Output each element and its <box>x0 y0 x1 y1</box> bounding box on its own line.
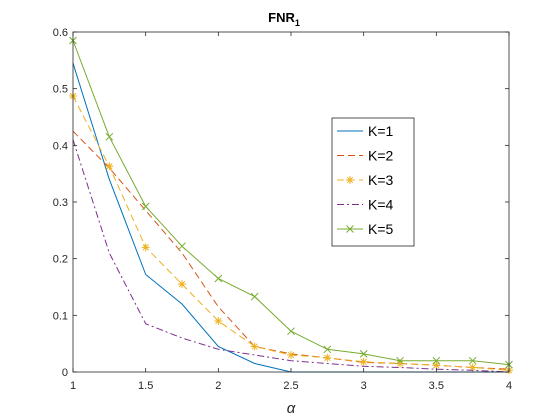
chart-title-subscript: 1 <box>295 18 300 28</box>
legend: K=1 K=2 K=3 K=4 K=5 <box>331 117 415 247</box>
legend-label-k1: K=1 <box>368 123 394 139</box>
series-k5 <box>69 36 513 369</box>
series-k4 <box>72 139 510 373</box>
data-point-k3 <box>396 359 404 368</box>
y-tick-label: 0.4 <box>53 140 68 152</box>
legend-item-k1: K=1 <box>337 123 394 139</box>
x-tick-label: 1.5 <box>138 380 153 392</box>
x-tick-label: 1 <box>70 380 76 392</box>
data-point-k3 <box>105 162 114 171</box>
data-point-k3 <box>323 353 332 362</box>
data-point-k5 <box>141 202 150 211</box>
chart-title: FNR1 <box>268 10 300 28</box>
legend-label-k5: K=5 <box>368 221 394 237</box>
legend-label-k3: K=3 <box>368 172 394 188</box>
data-point-k5 <box>250 292 259 301</box>
x-tick-label: 3 <box>361 380 367 392</box>
y-tick-label: 0.6 <box>53 27 68 39</box>
y-tick-label: 0.3 <box>53 197 68 209</box>
data-point-k3 <box>432 361 441 370</box>
x-tick-label: 2.5 <box>283 380 298 392</box>
x-axis-label: α <box>287 400 296 417</box>
data-point-k3 <box>359 357 368 366</box>
legend-marker-k3 <box>346 176 354 184</box>
x-axis-ticks: 1 1.5 2 2.5 3 3.5 4 <box>70 32 512 392</box>
y-tick-label: 0.5 <box>53 84 68 96</box>
data-point-k5 <box>214 274 223 283</box>
y-tick-label: 0 <box>62 367 68 379</box>
data-point-k5 <box>359 350 368 358</box>
series-line-k4 <box>72 139 510 373</box>
data-point-k5 <box>105 132 114 141</box>
data-point-k3 <box>178 280 186 289</box>
data-point-k5 <box>178 242 186 251</box>
data-point-k5 <box>323 345 332 354</box>
data-point-k3 <box>468 363 477 372</box>
y-axis-ticks: 0 0.1 0.2 0.3 0.4 0.5 0.6 <box>53 27 509 379</box>
legend-item-k2: K=2 <box>337 148 394 164</box>
chart-title-main: FNR <box>268 10 295 25</box>
legend-marker-k5 <box>346 225 354 233</box>
x-tick-label: 3.5 <box>429 380 444 392</box>
data-point-k5 <box>432 356 441 365</box>
x-tick-label: 4 <box>506 380 512 392</box>
data-point-k5 <box>396 356 404 365</box>
y-tick-label: 0.1 <box>53 310 68 322</box>
data-point-k5 <box>468 356 477 365</box>
legend-item-k3: K=3 <box>337 172 394 188</box>
legend-label-k4: K=4 <box>368 197 394 213</box>
data-point-k3 <box>141 243 150 252</box>
y-tick-label: 0.2 <box>53 254 68 266</box>
legend-box <box>331 117 415 247</box>
legend-label-k2: K=2 <box>368 148 394 164</box>
data-point-k3 <box>250 342 259 351</box>
data-point-k3 <box>214 317 223 325</box>
x-tick-label: 2 <box>215 380 221 392</box>
data-point-k5 <box>287 327 295 336</box>
plot-area <box>73 32 509 372</box>
legend-item-k5: K=5 <box>337 221 394 237</box>
data-point-k3 <box>287 351 295 359</box>
legend-item-k4: K=4 <box>337 197 394 213</box>
